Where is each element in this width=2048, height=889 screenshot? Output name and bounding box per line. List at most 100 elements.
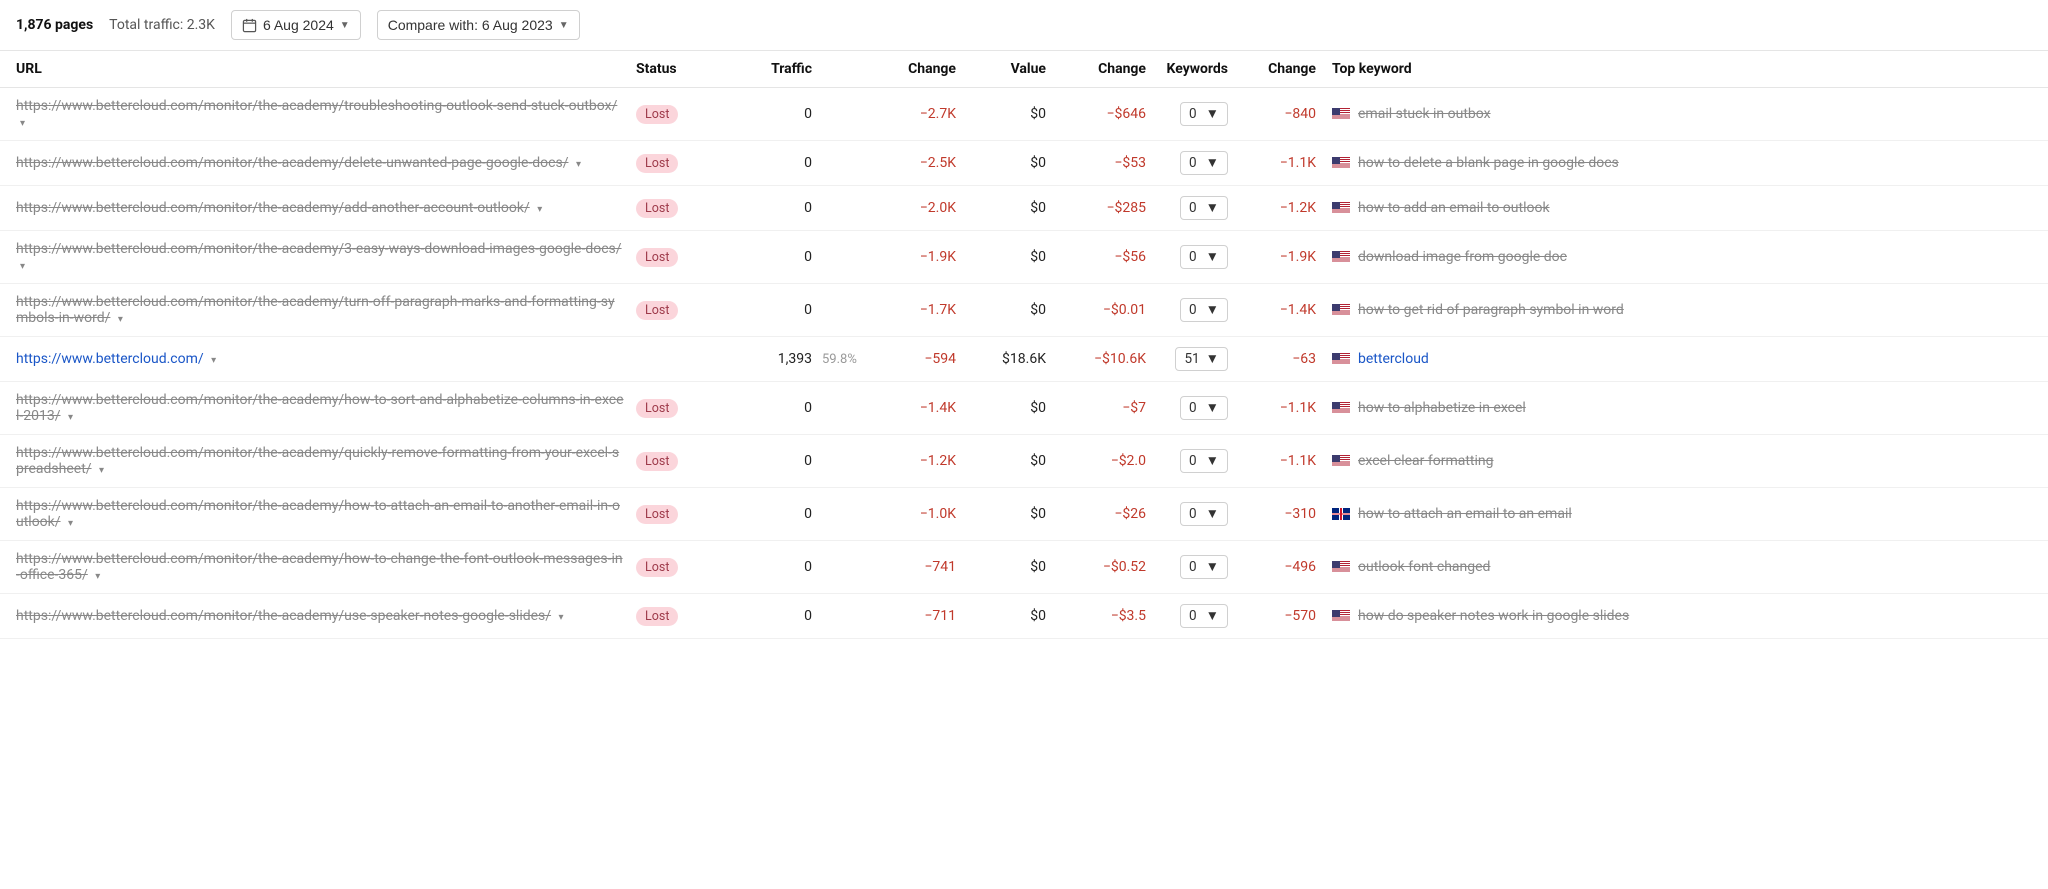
- top-keyword-link[interactable]: outlook font changed: [1358, 559, 1490, 575]
- top-keyword-link[interactable]: how to attach an email to an email: [1358, 506, 1572, 522]
- chevron-down-icon[interactable]: ▾: [20, 261, 25, 272]
- change-traffic-cell: −741: [866, 559, 956, 575]
- top-keyword-cell: how do speaker notes work in google slid…: [1316, 608, 2032, 624]
- compare-picker-button[interactable]: Compare with: 6 Aug 2023 ▼: [377, 10, 580, 40]
- traffic-cell: 0: [706, 400, 816, 416]
- keywords-cell: 0▼: [1146, 298, 1236, 322]
- change-traffic-cell: −1.0K: [866, 506, 956, 522]
- keywords-dropdown[interactable]: 0▼: [1180, 555, 1228, 579]
- url-cell: https://www.bettercloud.com/monitor/the-…: [16, 551, 636, 583]
- top-keyword-link[interactable]: email stuck in outbox: [1358, 106, 1491, 122]
- keywords-dropdown[interactable]: 0▼: [1180, 502, 1228, 526]
- chevron-down-icon: ▼: [1206, 351, 1219, 367]
- url-link[interactable]: https://www.bettercloud.com/monitor/the-…: [16, 608, 551, 624]
- chevron-down-icon[interactable]: ▾: [20, 118, 25, 129]
- keywords-dropdown[interactable]: 0▼: [1180, 196, 1228, 220]
- change-keywords-cell: −496: [1236, 559, 1316, 575]
- keywords-dropdown[interactable]: 0▼: [1180, 396, 1228, 420]
- top-keyword-link[interactable]: how to get rid of paragraph symbol in wo…: [1358, 302, 1624, 318]
- url-link[interactable]: https://www.bettercloud.com/monitor/the-…: [16, 241, 622, 257]
- top-keyword-link[interactable]: excel clear formatting: [1358, 453, 1494, 469]
- chevron-down-icon[interactable]: ▾: [95, 571, 100, 582]
- chevron-down-icon: ▼: [1206, 608, 1219, 624]
- keywords-count: 0: [1189, 453, 1197, 469]
- chevron-down-icon[interactable]: ▾: [559, 612, 564, 623]
- change-value-cell: −$56: [1046, 249, 1146, 265]
- keywords-dropdown[interactable]: 51▼: [1175, 347, 1228, 371]
- top-keyword-link[interactable]: how to delete a blank page in google doc…: [1358, 155, 1619, 171]
- url-link[interactable]: https://www.bettercloud.com/monitor/the-…: [16, 445, 619, 477]
- url-link[interactable]: https://www.bettercloud.com/: [16, 351, 204, 367]
- change-value-cell: −$0.01: [1046, 302, 1146, 318]
- col-header-value[interactable]: Value: [956, 61, 1046, 77]
- col-header-keywords[interactable]: Keywords: [1146, 61, 1236, 77]
- url-cell: https://www.bettercloud.com/monitor/the-…: [16, 608, 636, 624]
- keywords-dropdown[interactable]: 0▼: [1180, 102, 1228, 126]
- keywords-cell: 0▼: [1146, 449, 1236, 473]
- table-row: https://www.bettercloud.com/monitor/the-…: [0, 488, 2048, 541]
- col-header-topkw[interactable]: Top keyword: [1316, 61, 2032, 77]
- keywords-cell: 0▼: [1146, 245, 1236, 269]
- change-value-cell: −$646: [1046, 106, 1146, 122]
- chevron-down-icon[interactable]: ▾: [68, 518, 73, 529]
- chevron-down-icon[interactable]: ▾: [68, 412, 73, 423]
- url-link[interactable]: https://www.bettercloud.com/monitor/the-…: [16, 98, 617, 114]
- keywords-dropdown[interactable]: 0▼: [1180, 604, 1228, 628]
- flag-us-icon: [1332, 353, 1350, 365]
- change-value-cell: −$0.52: [1046, 559, 1146, 575]
- change-traffic-cell: −2.0K: [866, 200, 956, 216]
- chevron-down-icon: ▼: [1206, 506, 1219, 522]
- keywords-dropdown[interactable]: 0▼: [1180, 449, 1228, 473]
- top-keyword-link[interactable]: how do speaker notes work in google slid…: [1358, 608, 1629, 624]
- col-header-traffic-pct: [816, 61, 866, 77]
- col-header-change3[interactable]: Change: [1236, 61, 1316, 77]
- chevron-down-icon: ▼: [1206, 106, 1219, 122]
- top-keyword-cell: outlook font changed: [1316, 559, 2032, 575]
- change-keywords-cell: −1.9K: [1236, 249, 1316, 265]
- top-keyword-link[interactable]: download image from google doc: [1358, 249, 1567, 265]
- keywords-count: 0: [1189, 155, 1197, 171]
- keywords-dropdown[interactable]: 0▼: [1180, 298, 1228, 322]
- url-link[interactable]: https://www.bettercloud.com/monitor/the-…: [16, 392, 624, 424]
- url-link[interactable]: https://www.bettercloud.com/monitor/the-…: [16, 498, 620, 530]
- flag-us-icon: [1332, 304, 1350, 316]
- change-traffic-cell: −1.4K: [866, 400, 956, 416]
- chevron-down-icon[interactable]: ▾: [118, 314, 123, 325]
- chevron-down-icon[interactable]: ▾: [99, 465, 104, 476]
- keywords-dropdown[interactable]: 0▼: [1180, 151, 1228, 175]
- chevron-down-icon[interactable]: ▾: [211, 355, 216, 366]
- chevron-down-icon: ▼: [559, 20, 569, 31]
- keywords-cell: 0▼: [1146, 555, 1236, 579]
- traffic-cell: 0: [706, 200, 816, 216]
- col-header-status[interactable]: Status: [636, 61, 706, 77]
- status-badge: Lost: [636, 154, 678, 173]
- url-link[interactable]: https://www.bettercloud.com/monitor/the-…: [16, 551, 623, 583]
- flag-us-icon: [1332, 157, 1350, 169]
- date-picker-button[interactable]: 6 Aug 2024 ▼: [231, 10, 361, 40]
- chevron-down-icon[interactable]: ▾: [576, 159, 581, 170]
- top-keyword-cell: how to get rid of paragraph symbol in wo…: [1316, 302, 2032, 318]
- col-header-change2[interactable]: Change: [1046, 61, 1146, 77]
- col-header-change1[interactable]: Change: [866, 61, 956, 77]
- change-traffic-cell: −1.2K: [866, 453, 956, 469]
- top-keyword-cell: email stuck in outbox: [1316, 106, 2032, 122]
- url-link[interactable]: https://www.bettercloud.com/monitor/the-…: [16, 294, 615, 326]
- top-keyword-cell: how to alphabetize in excel: [1316, 400, 2032, 416]
- chevron-down-icon[interactable]: ▾: [537, 204, 542, 215]
- flag-us-icon: [1332, 108, 1350, 120]
- col-header-traffic[interactable]: Traffic: [706, 61, 816, 77]
- top-keyword-link[interactable]: bettercloud: [1358, 351, 1429, 367]
- url-cell: https://www.bettercloud.com/monitor/the-…: [16, 241, 636, 273]
- value-cell: $0: [956, 155, 1046, 171]
- top-keyword-link[interactable]: how to add an email to outlook: [1358, 200, 1550, 216]
- change-keywords-cell: −310: [1236, 506, 1316, 522]
- top-keyword-link[interactable]: how to alphabetize in excel: [1358, 400, 1526, 416]
- keywords-cell: 0▼: [1146, 102, 1236, 126]
- keywords-cell: 0▼: [1146, 196, 1236, 220]
- url-link[interactable]: https://www.bettercloud.com/monitor/the-…: [16, 155, 568, 171]
- url-link[interactable]: https://www.bettercloud.com/monitor/the-…: [16, 200, 530, 216]
- status-cell: Lost: [636, 607, 706, 626]
- status-badge: Lost: [636, 301, 678, 320]
- col-header-url[interactable]: URL: [16, 61, 636, 77]
- keywords-dropdown[interactable]: 0▼: [1180, 245, 1228, 269]
